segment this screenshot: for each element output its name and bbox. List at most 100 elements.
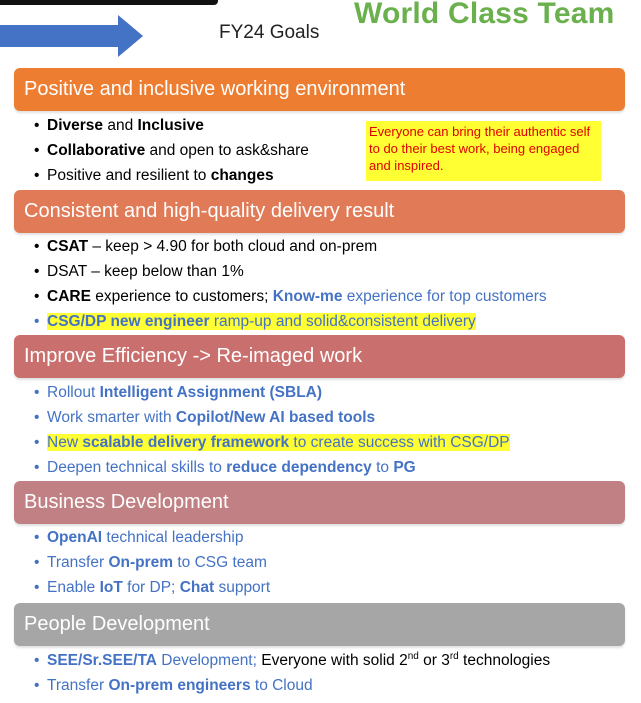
top-edge-bar bbox=[0, 0, 218, 5]
bullet-item: • SEE/Sr.SEE/TA Development; Everyone wit… bbox=[34, 648, 550, 673]
bullet-item: • CARE experience to customers; Know-me e… bbox=[34, 284, 547, 309]
section-header-delivery-result: Consistent and high-quality delivery res… bbox=[14, 190, 625, 233]
bullet-text-part: rd bbox=[449, 650, 459, 662]
section-header-business-development: Business Development bbox=[14, 481, 625, 524]
world-class-team-title: World Class Team bbox=[354, 0, 615, 30]
bullet-text-part: ramp-up and solid&consistent delivery bbox=[209, 313, 476, 330]
bullet-text-part: Diverse bbox=[47, 117, 104, 134]
section-list-improve-efficiency: • Rollout Intelligent Assignment (SBLA) • W… bbox=[34, 380, 510, 480]
bullet-text-part: technical leadership bbox=[102, 529, 244, 546]
bullet-text-part: Positive and resilient to bbox=[47, 167, 211, 184]
bullet-text-part: to bbox=[371, 459, 394, 476]
bullet-text: Positive and resilient to changes bbox=[47, 167, 274, 184]
right-arrow-icon bbox=[0, 15, 143, 57]
bullet-text-part: CSG/DP new engineer bbox=[47, 313, 210, 330]
bullet-item: • OpenAI technical leadership bbox=[34, 525, 270, 550]
bullet-item: • Diverse and Inclusive bbox=[34, 113, 309, 138]
bullet-text: CSAT – keep > 4.90 for both cloud and on… bbox=[47, 238, 377, 255]
bullet-text-part: changes bbox=[210, 167, 274, 184]
bullet-dot: • bbox=[34, 384, 40, 401]
bullet-text-part: scalable delivery framework bbox=[82, 434, 290, 451]
bullet-text-part: PG bbox=[393, 459, 416, 476]
bullet-text-part: On-prem engineers bbox=[108, 677, 251, 694]
bullet-text-part: Rollout bbox=[47, 384, 100, 401]
bullet-dot: • bbox=[34, 263, 40, 280]
bullet-text-part: CARE bbox=[47, 288, 91, 305]
bullet-item: • Work smarter with Copilot/New AI based … bbox=[34, 405, 510, 430]
bullet-text-part: Everyone with solid 2 bbox=[261, 652, 408, 669]
bullet-text-part: Chat bbox=[179, 579, 215, 596]
bullet-dot: • bbox=[34, 434, 40, 451]
bullet-text-part: and open to ask&share bbox=[145, 142, 309, 159]
section-header-positive-environment: Positive and inclusive working environme… bbox=[14, 68, 625, 111]
bullet-text-part: SEE/Sr.SEE/TA bbox=[47, 652, 157, 669]
fy-goals-title: FY24 Goals bbox=[219, 22, 320, 43]
bullet-item: • Deepen technical skills to reduce depen… bbox=[34, 455, 510, 480]
bullet-text-part: IoT bbox=[99, 579, 123, 596]
bullet-text-part: Enable bbox=[47, 579, 100, 596]
bullet-text-part: Transfer bbox=[47, 554, 109, 571]
bullet-item: • Collaborative and open to ask&share bbox=[34, 138, 309, 163]
bullet-text: Enable IoT for DP; Chat support bbox=[47, 579, 270, 596]
bullet-text-part: – keep > 4.90 for both cloud and on-prem bbox=[88, 238, 378, 255]
bullet-dot: • bbox=[34, 288, 40, 305]
bullet-item: • New scalable delivery framework to crea… bbox=[34, 430, 510, 455]
bullet-dot: • bbox=[34, 529, 40, 546]
bullet-dot: • bbox=[34, 554, 40, 571]
bullet-item: • Positive and resilient to changes bbox=[34, 163, 309, 188]
bullet-item: • Rollout Intelligent Assignment (SBLA) bbox=[34, 380, 510, 405]
bullet-text-part: New bbox=[47, 434, 83, 451]
bullet-text-part: and bbox=[103, 117, 138, 134]
bullet-text: OpenAI technical leadership bbox=[47, 529, 243, 546]
section-header-improve-efficiency: Improve Efficiency -> Re-imaged work bbox=[14, 335, 625, 378]
bullet-text-part: Inclusive bbox=[137, 117, 204, 134]
bullet-dot: • bbox=[34, 459, 40, 476]
bullet-text: DSAT – keep below than 1% bbox=[47, 263, 244, 280]
bullet-text-part: On-prem bbox=[108, 554, 174, 571]
bullet-dot: • bbox=[34, 167, 40, 184]
callout-note: Everyone can bring their authentic self … bbox=[366, 121, 601, 181]
bullet-text: Deepen technical skills to reduce depend… bbox=[47, 459, 416, 476]
bullet-text: Rollout Intelligent Assignment (SBLA) bbox=[47, 384, 322, 401]
bullet-item: • Enable IoT for DP; Chat support bbox=[34, 575, 270, 600]
bullet-text-part: Know-me bbox=[272, 288, 343, 305]
bullet-text: Collaborative and open to ask&share bbox=[47, 142, 309, 159]
bullet-text: New scalable delivery framework to creat… bbox=[47, 434, 510, 451]
bullet-text-part: Work smarter with bbox=[47, 409, 176, 426]
section-list-people-development: • SEE/Sr.SEE/TA Development; Everyone wit… bbox=[34, 648, 550, 698]
bullet-text: CSG/DP new engineer ramp-up and solid&co… bbox=[47, 313, 476, 330]
bullet-text-part: to Cloud bbox=[250, 677, 313, 694]
bullet-text-part: experience to customers; bbox=[90, 288, 273, 305]
bullet-text-part: Development; bbox=[156, 652, 262, 669]
bullet-text-part: OpenAI bbox=[47, 529, 103, 546]
bullet-text: CARE experience to customers; Know-me ex… bbox=[47, 288, 547, 305]
bullet-text-part: experience for top customers bbox=[342, 288, 547, 305]
bullet-text-part: for DP; bbox=[122, 579, 180, 596]
bullet-dot: • bbox=[34, 142, 40, 159]
bullet-dot: • bbox=[34, 117, 40, 134]
bullet-text-part: Transfer bbox=[47, 677, 109, 694]
bullet-text-part: technologies bbox=[458, 652, 551, 669]
bullet-text-part: DSAT – keep below than 1% bbox=[47, 263, 244, 280]
bullet-text: Diverse and Inclusive bbox=[47, 117, 204, 134]
bullet-item: • DSAT – keep below than 1% bbox=[34, 259, 547, 284]
bullet-text-part: to CSG team bbox=[173, 554, 267, 571]
bullet-item: • Transfer On-prem to CSG team bbox=[34, 550, 270, 575]
bullet-text-part: reduce dependency bbox=[226, 459, 372, 476]
bullet-dot: • bbox=[34, 579, 40, 596]
bullet-text-part: or 3 bbox=[418, 652, 450, 669]
bullet-dot: • bbox=[34, 652, 40, 669]
bullet-dot: • bbox=[34, 677, 40, 694]
bullet-item: • CSAT – keep > 4.90 for both cloud and o… bbox=[34, 234, 547, 259]
arrow-shape bbox=[0, 15, 143, 57]
bullet-text-part: Deepen technical skills to bbox=[47, 459, 227, 476]
bullet-text-part: CSAT bbox=[47, 238, 89, 255]
section-list-positive-environment: • Diverse and Inclusive • Collaborative and… bbox=[34, 113, 309, 188]
bullet-dot: • bbox=[34, 313, 40, 330]
bullet-item: • Transfer On-prem engineers to Cloud bbox=[34, 673, 550, 698]
section-list-delivery-result: • CSAT – keep > 4.90 for both cloud and o… bbox=[34, 234, 547, 334]
bullet-text: SEE/Sr.SEE/TA Development; Everyone with… bbox=[47, 650, 551, 669]
bullet-text-part: Intelligent Assignment (SBLA) bbox=[99, 384, 323, 401]
bullet-text-part: Copilot/New AI based tools bbox=[175, 409, 376, 426]
bullet-text: Transfer On-prem to CSG team bbox=[47, 554, 267, 571]
